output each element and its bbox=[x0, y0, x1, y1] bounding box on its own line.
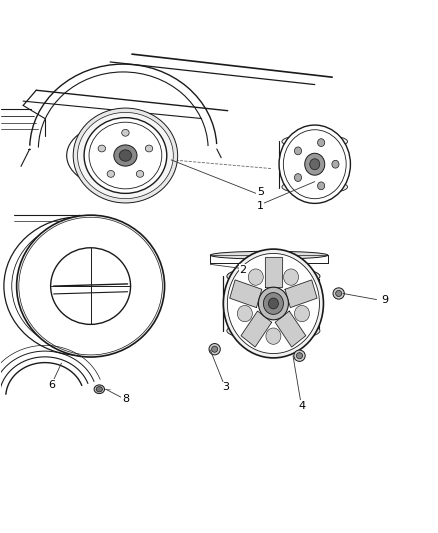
Ellipse shape bbox=[89, 122, 162, 189]
Ellipse shape bbox=[17, 215, 165, 357]
Ellipse shape bbox=[84, 118, 167, 193]
Ellipse shape bbox=[336, 290, 342, 296]
Ellipse shape bbox=[122, 130, 129, 136]
Ellipse shape bbox=[223, 249, 323, 358]
Ellipse shape bbox=[268, 298, 279, 309]
Ellipse shape bbox=[332, 160, 339, 168]
Ellipse shape bbox=[318, 139, 325, 147]
Ellipse shape bbox=[119, 150, 132, 161]
Ellipse shape bbox=[19, 217, 162, 355]
Text: 8: 8 bbox=[122, 394, 129, 404]
Ellipse shape bbox=[51, 248, 131, 325]
Ellipse shape bbox=[145, 145, 153, 152]
Ellipse shape bbox=[248, 269, 263, 285]
Polygon shape bbox=[285, 280, 317, 308]
Ellipse shape bbox=[283, 269, 299, 285]
Ellipse shape bbox=[73, 108, 178, 203]
Ellipse shape bbox=[294, 350, 305, 361]
Ellipse shape bbox=[266, 328, 281, 344]
Ellipse shape bbox=[98, 145, 106, 152]
Ellipse shape bbox=[78, 112, 173, 199]
Polygon shape bbox=[241, 311, 272, 347]
Ellipse shape bbox=[318, 182, 325, 190]
Ellipse shape bbox=[136, 171, 144, 177]
Ellipse shape bbox=[258, 287, 288, 320]
Ellipse shape bbox=[310, 159, 320, 169]
Ellipse shape bbox=[297, 353, 303, 359]
Text: 2: 2 bbox=[240, 264, 247, 274]
Polygon shape bbox=[265, 257, 282, 287]
Ellipse shape bbox=[333, 288, 344, 299]
Polygon shape bbox=[275, 311, 306, 347]
Ellipse shape bbox=[282, 134, 348, 149]
Ellipse shape bbox=[212, 346, 218, 352]
Ellipse shape bbox=[227, 266, 320, 286]
Ellipse shape bbox=[209, 344, 220, 355]
Text: 4: 4 bbox=[298, 401, 305, 411]
Text: 6: 6 bbox=[48, 380, 55, 390]
Text: 1: 1 bbox=[257, 201, 264, 212]
Ellipse shape bbox=[114, 145, 137, 166]
Ellipse shape bbox=[107, 171, 115, 177]
Text: 3: 3 bbox=[222, 383, 229, 392]
Ellipse shape bbox=[305, 154, 325, 175]
Ellipse shape bbox=[237, 305, 252, 322]
Ellipse shape bbox=[279, 125, 350, 204]
Polygon shape bbox=[230, 280, 262, 308]
Text: 9: 9 bbox=[381, 295, 388, 305]
Ellipse shape bbox=[210, 251, 328, 259]
Ellipse shape bbox=[96, 386, 102, 392]
Ellipse shape bbox=[263, 293, 283, 314]
Ellipse shape bbox=[283, 130, 346, 199]
Ellipse shape bbox=[282, 180, 348, 194]
Ellipse shape bbox=[94, 385, 105, 393]
Ellipse shape bbox=[227, 321, 320, 341]
Ellipse shape bbox=[227, 254, 319, 353]
Ellipse shape bbox=[294, 147, 302, 155]
Ellipse shape bbox=[294, 305, 310, 322]
Ellipse shape bbox=[294, 174, 302, 182]
Text: 5: 5 bbox=[257, 187, 264, 197]
